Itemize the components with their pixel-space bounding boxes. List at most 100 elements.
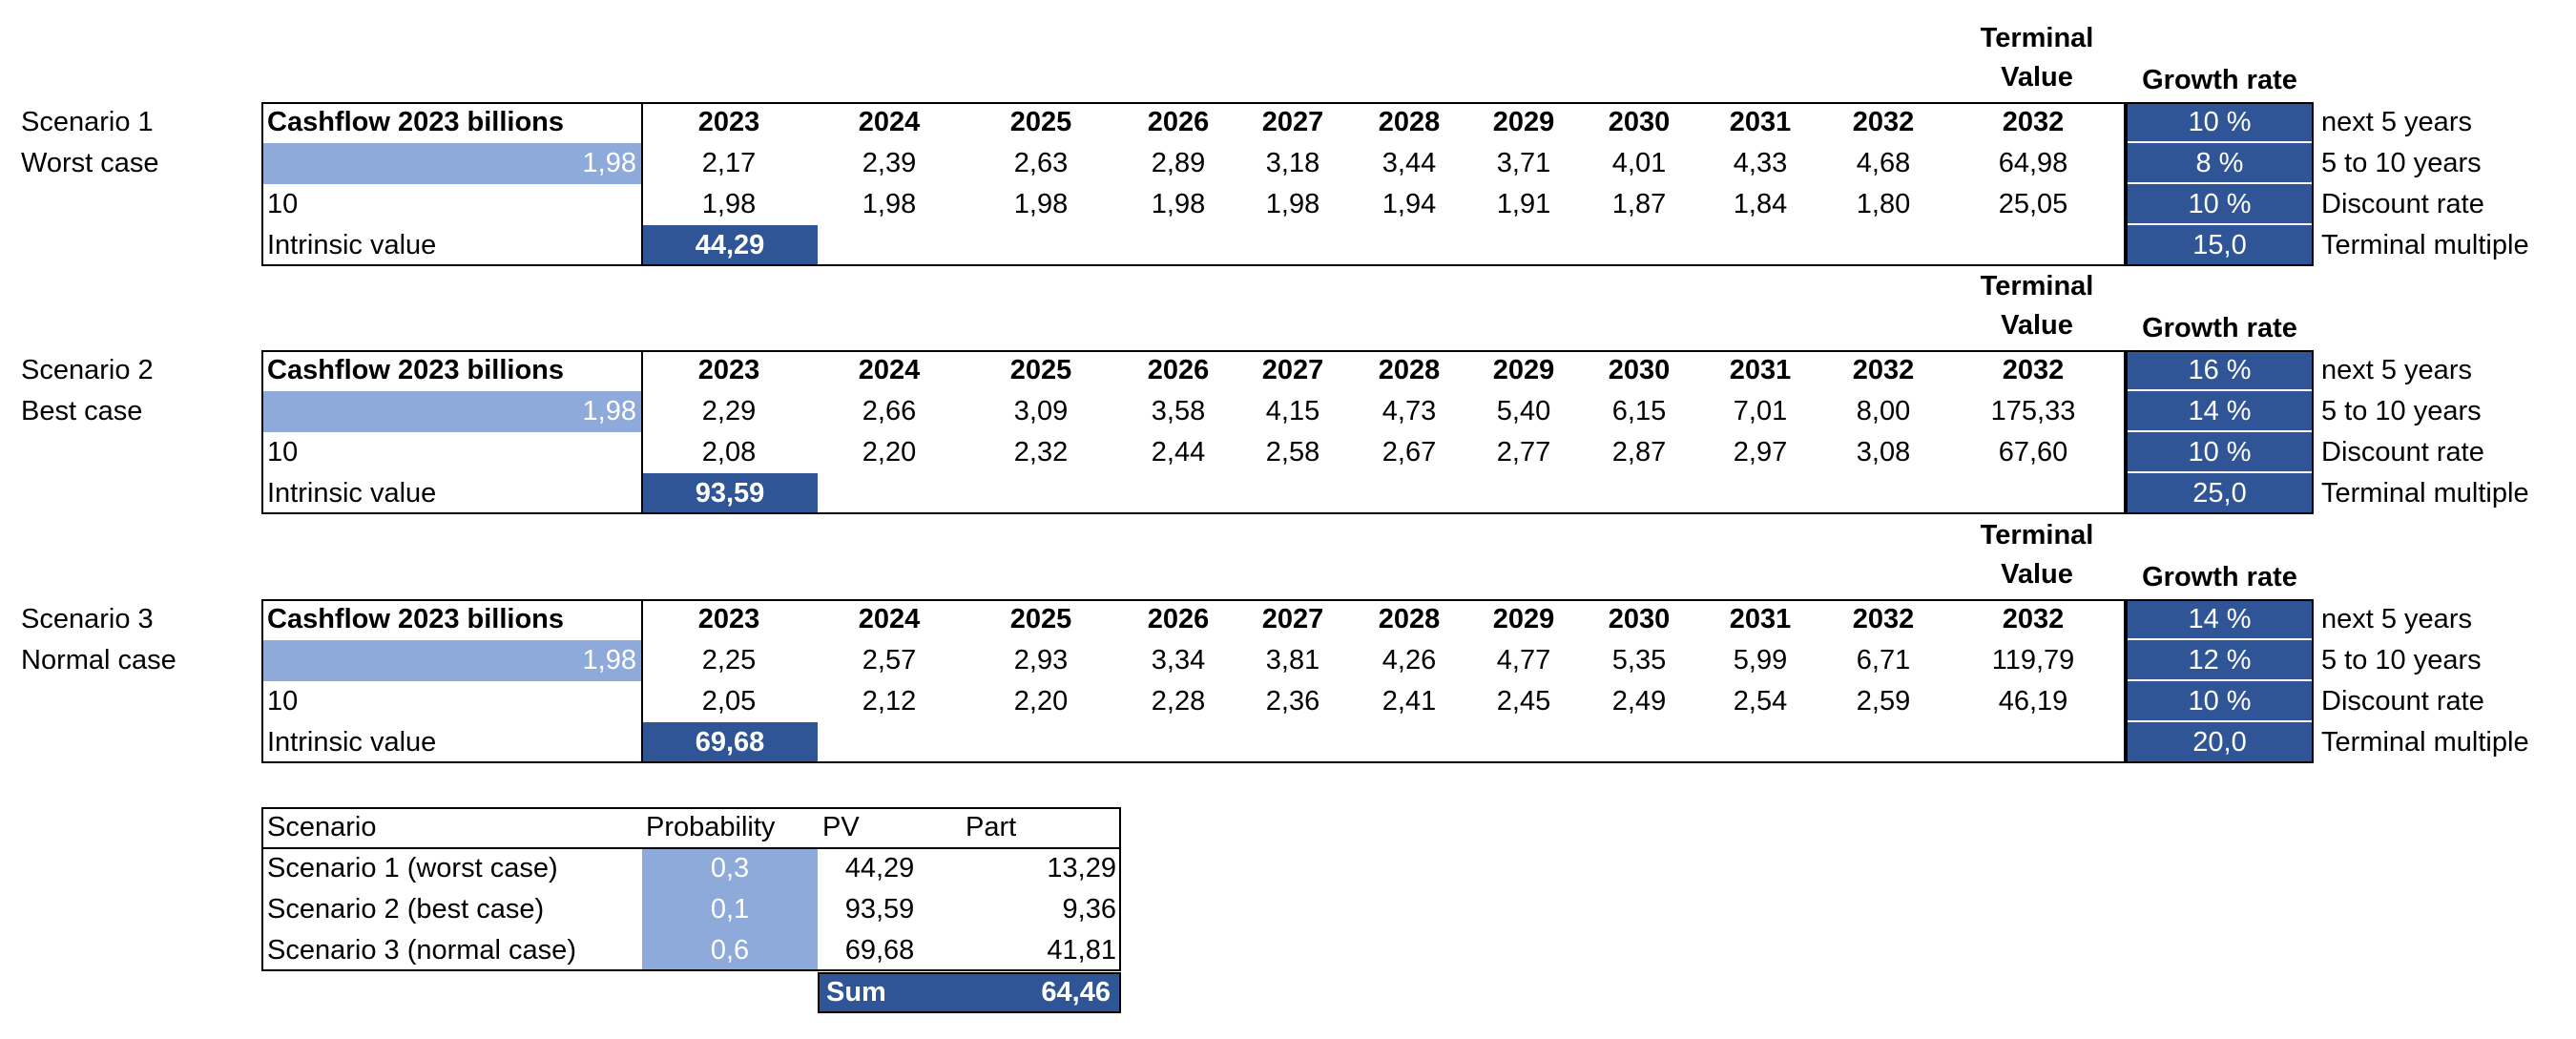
parameter-value: 10 % (2188, 189, 2252, 219)
cashflow-cell: 2,89 (1151, 148, 1206, 178)
year-header: 2025 (1009, 604, 1072, 634)
parameter-value: 10 % (2188, 107, 2252, 137)
base-cashflow-value: 1,98 (582, 396, 636, 426)
discounted-cell: 2,28 (1151, 686, 1206, 717)
discounted-cell: 2,49 (1611, 686, 1667, 717)
base-cashflow-value: 1,98 (582, 148, 636, 178)
parameter-label: Discount rate (2321, 686, 2484, 717)
cashflow-cell: 5,40 (1496, 396, 1551, 426)
parameter-cell[interactable] (2126, 599, 2314, 640)
summary-part-cell: 41,81 (1047, 935, 1116, 966)
base-cashflow-cell[interactable] (261, 391, 642, 432)
discount-label: 10 (267, 437, 299, 468)
sum-cell[interactable] (818, 972, 1121, 1013)
year-header: 2025 (1009, 107, 1072, 137)
label-column-divider (641, 350, 643, 514)
parameter-frame (2126, 599, 2314, 763)
base-cashflow-cell[interactable] (261, 640, 642, 681)
intrinsic-value-label: Intrinsic value (267, 478, 437, 509)
parameter-label: Discount rate (2321, 437, 2484, 468)
base-cashflow-value: 1,98 (582, 645, 636, 675)
discounted-cell: 1,98 (1265, 189, 1320, 219)
year-header: 2028 (1378, 355, 1441, 385)
cashflow-cell: 64,98 (1998, 148, 2068, 178)
summary-header-part: Part (966, 812, 1017, 842)
year-header: 2032 (2002, 355, 2065, 385)
parameter-cell[interactable] (2126, 473, 2314, 514)
year-header: 2027 (1261, 355, 1324, 385)
terminal-header-line1: Terminal (1980, 23, 2094, 53)
cashflow-cell: 2,39 (862, 148, 917, 178)
parameter-value: 20,0 (2192, 727, 2247, 758)
discounted-cell: 1,87 (1611, 189, 1667, 219)
discounted-cell: 2,77 (1496, 437, 1551, 468)
parameter-cell[interactable] (2126, 681, 2314, 722)
cashflow-cell: 4,73 (1381, 396, 1437, 426)
parameter-cell[interactable] (2126, 143, 2314, 184)
discount-label: 10 (267, 686, 299, 717)
discounted-cell: 2,36 (1265, 686, 1320, 717)
discounted-cell: 2,45 (1496, 686, 1551, 717)
year-header: 2029 (1492, 604, 1555, 634)
year-header: 2028 (1378, 107, 1441, 137)
scenario-case: Best case (21, 396, 143, 426)
base-cashflow-cell[interactable] (261, 143, 642, 184)
parameter-cell[interactable] (2126, 432, 2314, 473)
year-header: 2029 (1492, 107, 1555, 137)
cashflow-cell: 7,01 (1733, 396, 1788, 426)
discounted-cell: 2,32 (1013, 437, 1069, 468)
discounted-cell: 2,41 (1381, 686, 1437, 717)
cashflow-cell: 2,93 (1013, 645, 1069, 675)
intrinsic-value-cell[interactable] (642, 225, 818, 266)
parameter-value: 8 % (2195, 148, 2244, 178)
scenario-table-frame (261, 102, 2126, 266)
terminal-header-line1: Terminal (1980, 271, 2094, 301)
parameter-label: next 5 years (2321, 604, 2472, 634)
discounted-cell: 25,05 (1998, 189, 2068, 219)
year-header: 2030 (1608, 604, 1671, 634)
discounted-cell: 1,91 (1496, 189, 1551, 219)
year-header: 2028 (1378, 604, 1441, 634)
cashflow-cell: 4,33 (1733, 148, 1788, 178)
parameter-cell[interactable] (2126, 350, 2314, 391)
cashflow-cell: 6,71 (1856, 645, 1911, 675)
parameter-cell[interactable] (2126, 391, 2314, 432)
summary-header-scenario: Scenario (267, 812, 377, 842)
year-header: 2024 (858, 107, 921, 137)
summary-header-probability: Probability (646, 812, 776, 842)
year-header: 2032 (2002, 107, 2065, 137)
growth-rate-header: Growth rate (2142, 313, 2297, 343)
year-header: 2026 (1147, 107, 1210, 137)
year-header: 2027 (1261, 604, 1324, 634)
probability-column (642, 848, 818, 971)
year-header: 2031 (1729, 107, 1792, 137)
parameter-label: Terminal multiple (2321, 478, 2529, 509)
terminal-header-line2: Value (2001, 310, 2073, 341)
intrinsic-value-cell[interactable] (642, 473, 818, 514)
parameter-cell[interactable] (2126, 225, 2314, 266)
discounted-cell: 1,98 (1013, 189, 1069, 219)
intrinsic-value-label: Intrinsic value (267, 727, 437, 758)
year-header: 2030 (1608, 107, 1671, 137)
discounted-cell: 2,20 (862, 437, 917, 468)
discounted-cell: 2,08 (701, 437, 757, 468)
year-header: 2030 (1608, 355, 1671, 385)
sum-label: Sum (826, 977, 886, 1008)
cashflow-cell: 8,00 (1856, 396, 1911, 426)
parameter-cell[interactable] (2126, 640, 2314, 681)
parameter-label: Terminal multiple (2321, 230, 2529, 260)
cashflow-cell: 3,58 (1151, 396, 1206, 426)
parameter-cell[interactable] (2126, 184, 2314, 225)
intrinsic-value-cell[interactable] (642, 722, 818, 763)
summary-header-divider (261, 847, 1121, 849)
discounted-cell: 2,12 (862, 686, 917, 717)
label-column-divider (641, 599, 643, 763)
discount-label: 10 (267, 189, 299, 219)
summary-part-cell: 13,29 (1047, 853, 1116, 883)
intrinsic-value-label: Intrinsic value (267, 230, 437, 260)
parameter-value: 25,0 (2192, 478, 2247, 509)
scenario-case: Worst case (21, 148, 159, 178)
discounted-cell: 2,97 (1733, 437, 1788, 468)
parameter-cell[interactable] (2126, 722, 2314, 763)
parameter-cell[interactable] (2126, 102, 2314, 143)
